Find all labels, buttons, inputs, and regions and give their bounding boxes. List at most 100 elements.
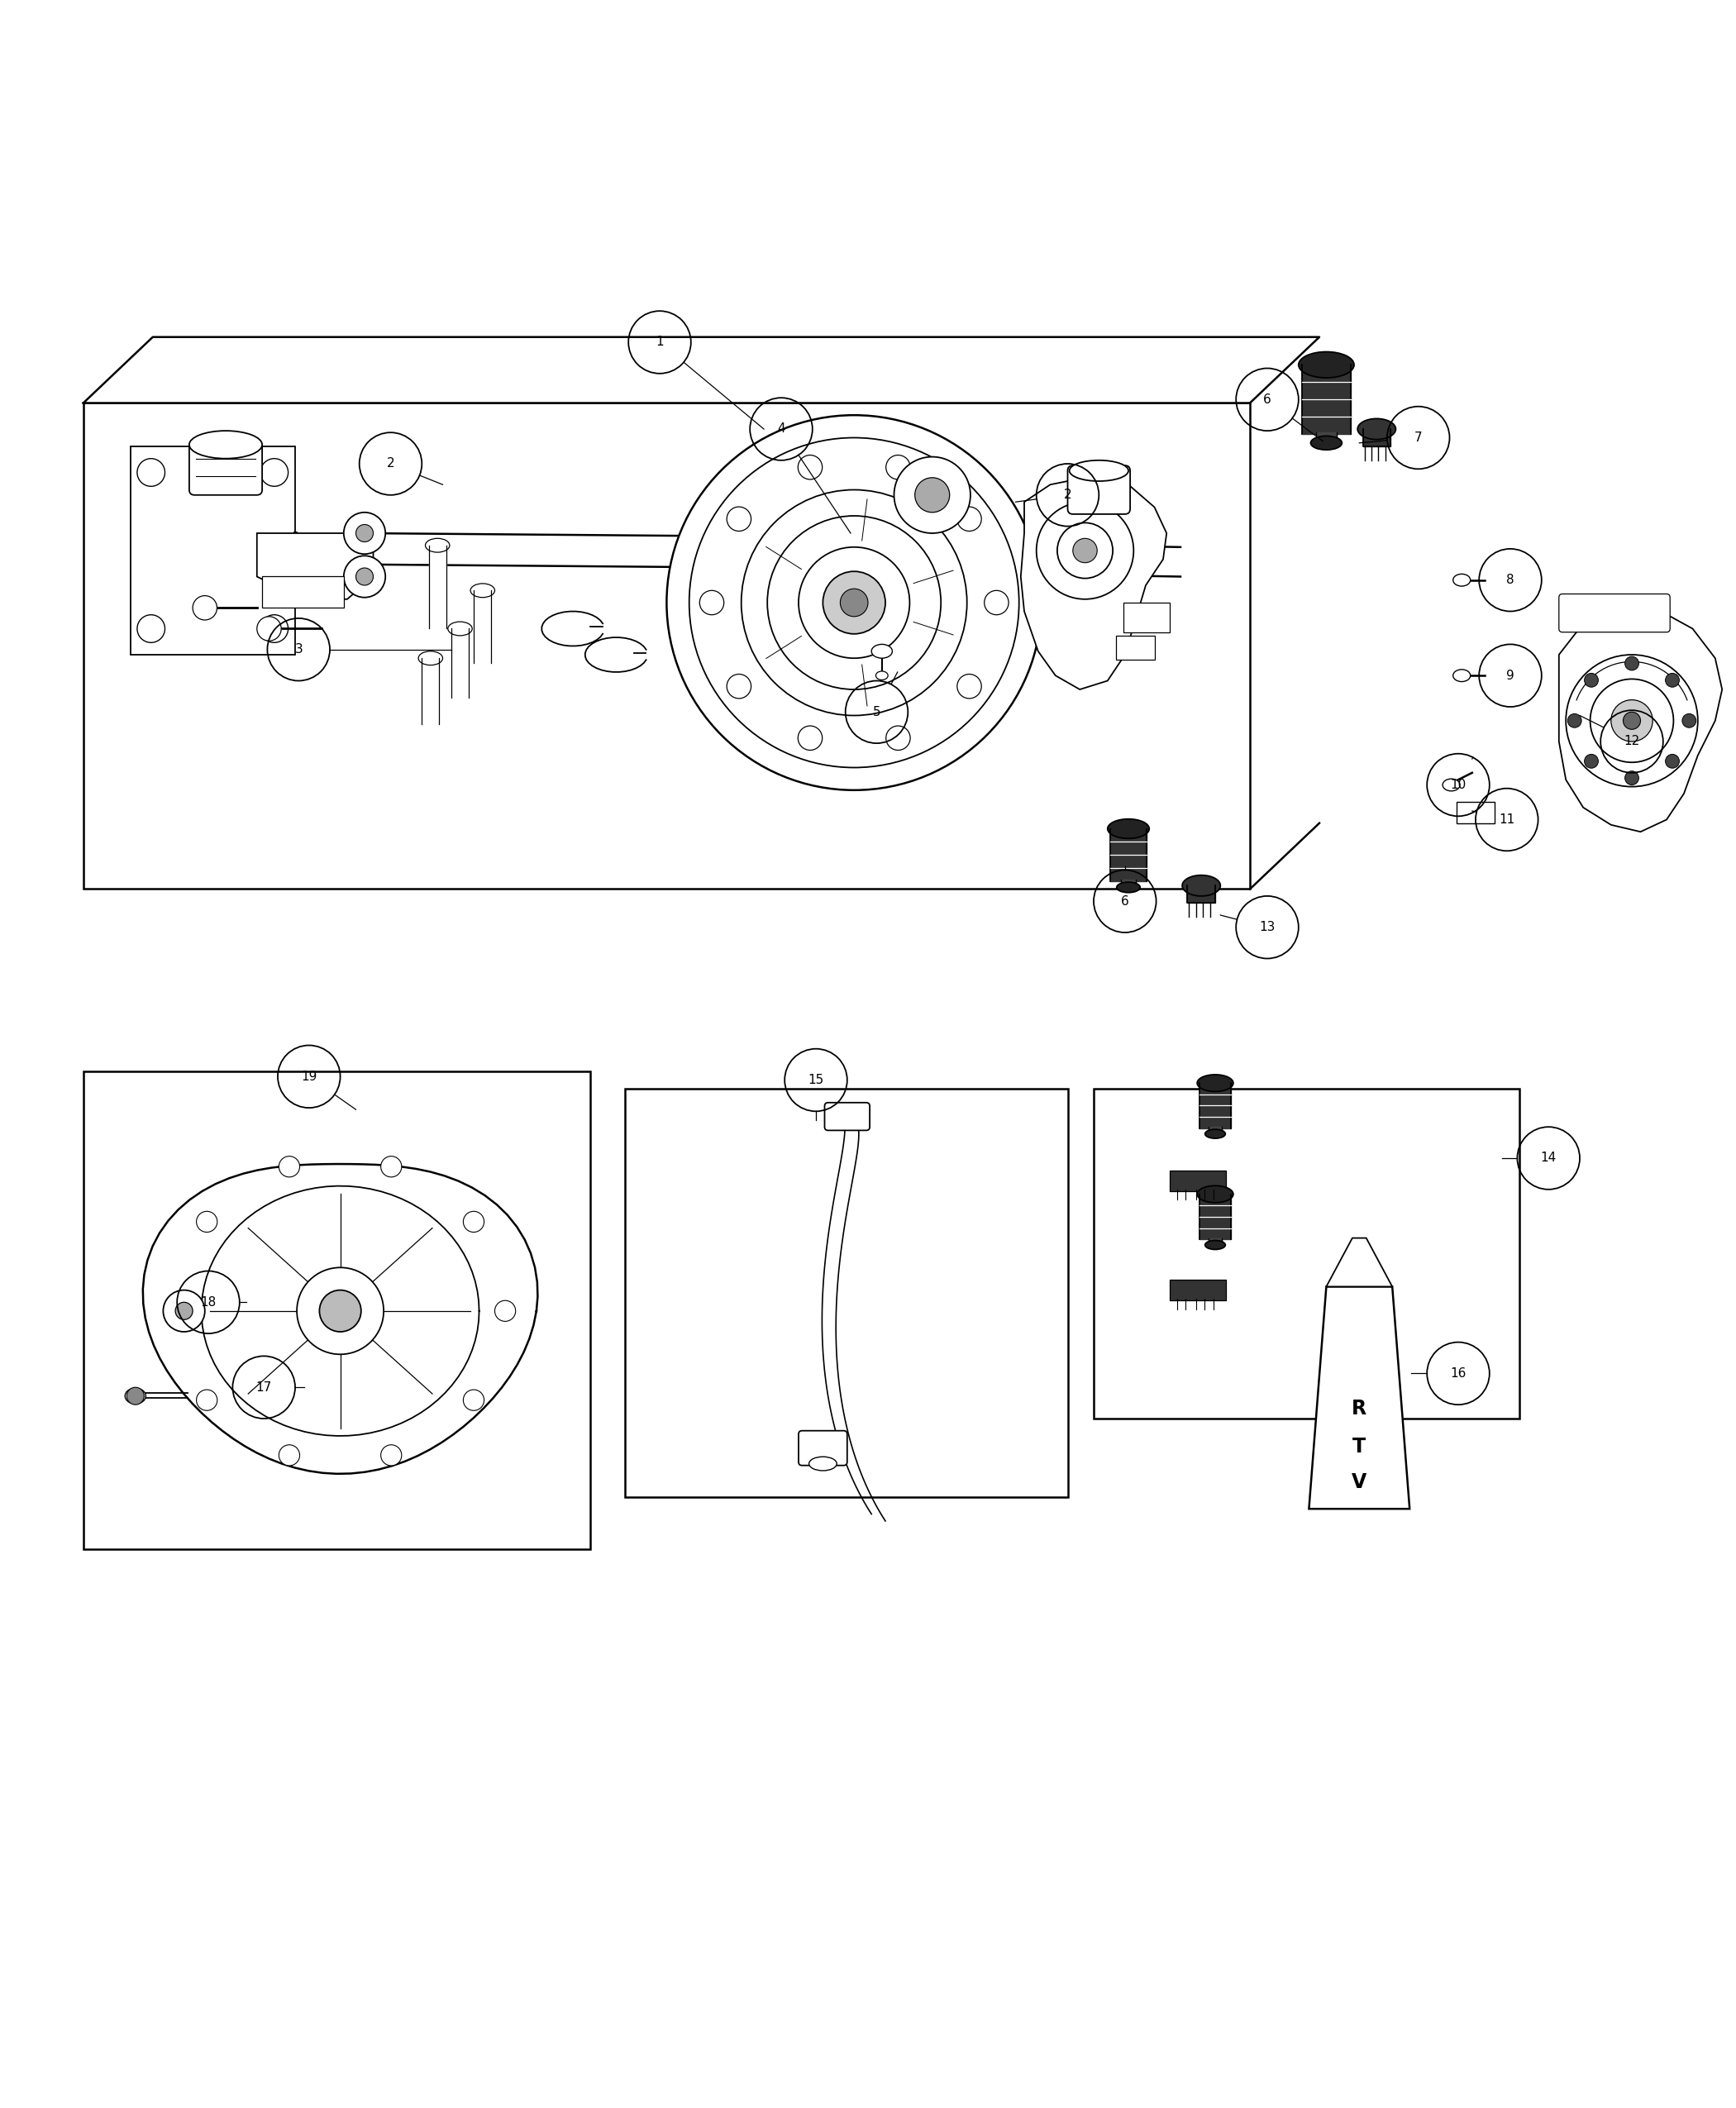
Polygon shape (1200, 1193, 1231, 1240)
Circle shape (1073, 538, 1097, 563)
Ellipse shape (1453, 670, 1470, 681)
Circle shape (799, 548, 910, 658)
FancyBboxPatch shape (1170, 1170, 1226, 1191)
Circle shape (1566, 656, 1698, 786)
Polygon shape (1111, 828, 1146, 881)
Circle shape (356, 567, 373, 586)
Ellipse shape (809, 1457, 837, 1471)
Ellipse shape (1453, 573, 1470, 586)
Polygon shape (1021, 479, 1167, 689)
FancyBboxPatch shape (1068, 466, 1130, 514)
Circle shape (196, 1389, 217, 1410)
Polygon shape (1200, 1084, 1231, 1128)
Circle shape (1585, 755, 1599, 767)
Text: 6: 6 (1264, 394, 1271, 405)
Circle shape (1590, 679, 1674, 763)
Circle shape (799, 455, 823, 479)
Circle shape (727, 506, 752, 531)
Circle shape (727, 675, 752, 698)
Circle shape (380, 1444, 401, 1465)
Text: V: V (1352, 1471, 1366, 1492)
Circle shape (840, 588, 868, 616)
Circle shape (344, 557, 385, 597)
Ellipse shape (189, 430, 262, 460)
Circle shape (196, 1212, 217, 1233)
Circle shape (894, 457, 970, 533)
Ellipse shape (1205, 1130, 1226, 1138)
Text: 1: 1 (656, 335, 663, 348)
Circle shape (380, 1155, 401, 1176)
Circle shape (319, 1290, 361, 1332)
Text: 2: 2 (387, 457, 394, 470)
Circle shape (1682, 715, 1696, 727)
Polygon shape (1208, 1237, 1222, 1246)
Bar (83, 1071, 590, 1549)
Polygon shape (365, 533, 790, 567)
Circle shape (175, 1303, 193, 1320)
Polygon shape (422, 658, 439, 725)
FancyBboxPatch shape (799, 1431, 847, 1465)
Polygon shape (1363, 430, 1391, 447)
Ellipse shape (1198, 1075, 1233, 1092)
Circle shape (984, 590, 1009, 616)
Circle shape (667, 415, 1042, 790)
Text: 19: 19 (300, 1071, 318, 1084)
Ellipse shape (871, 645, 892, 658)
Circle shape (1568, 715, 1581, 727)
Ellipse shape (779, 535, 800, 569)
Polygon shape (1316, 432, 1337, 443)
Circle shape (1625, 656, 1639, 670)
Ellipse shape (1205, 1240, 1226, 1250)
Polygon shape (142, 1164, 538, 1473)
Text: 14: 14 (1540, 1151, 1557, 1164)
FancyBboxPatch shape (1457, 803, 1495, 822)
Circle shape (957, 506, 981, 531)
Text: 8: 8 (1507, 573, 1514, 586)
FancyBboxPatch shape (1170, 1280, 1226, 1301)
Circle shape (1665, 672, 1679, 687)
Circle shape (260, 616, 288, 643)
Ellipse shape (125, 1389, 146, 1404)
Text: 9: 9 (1507, 670, 1514, 681)
Bar (1094, 1088, 1519, 1419)
Polygon shape (429, 546, 446, 628)
FancyBboxPatch shape (1559, 594, 1670, 632)
Circle shape (163, 1290, 205, 1332)
Polygon shape (981, 544, 1180, 578)
Ellipse shape (1069, 460, 1128, 481)
Text: 17: 17 (255, 1381, 273, 1393)
Text: 12: 12 (1623, 736, 1641, 748)
Circle shape (689, 438, 1019, 767)
Circle shape (297, 1267, 384, 1353)
Circle shape (464, 1389, 484, 1410)
FancyBboxPatch shape (1123, 603, 1170, 632)
Circle shape (1611, 700, 1653, 742)
Circle shape (260, 460, 288, 487)
Ellipse shape (1311, 436, 1342, 449)
Bar (130, 447, 295, 656)
Bar (625, 1088, 1068, 1497)
Polygon shape (1187, 885, 1215, 902)
Polygon shape (1326, 1237, 1392, 1286)
Polygon shape (474, 590, 491, 664)
Circle shape (1625, 772, 1639, 784)
Circle shape (1585, 672, 1599, 687)
Polygon shape (1559, 607, 1722, 833)
FancyBboxPatch shape (262, 578, 344, 607)
Text: 7: 7 (1415, 432, 1422, 445)
Circle shape (767, 516, 941, 689)
Polygon shape (257, 533, 373, 599)
Circle shape (799, 725, 823, 750)
Circle shape (915, 479, 950, 512)
Circle shape (257, 616, 281, 641)
Circle shape (823, 571, 885, 635)
Text: 15: 15 (807, 1073, 825, 1086)
Polygon shape (1309, 1286, 1410, 1509)
Ellipse shape (418, 651, 443, 666)
Circle shape (137, 460, 165, 487)
Circle shape (957, 675, 981, 698)
Polygon shape (1302, 365, 1351, 434)
Text: R: R (1352, 1400, 1366, 1419)
Circle shape (1036, 502, 1134, 599)
Circle shape (356, 525, 373, 542)
